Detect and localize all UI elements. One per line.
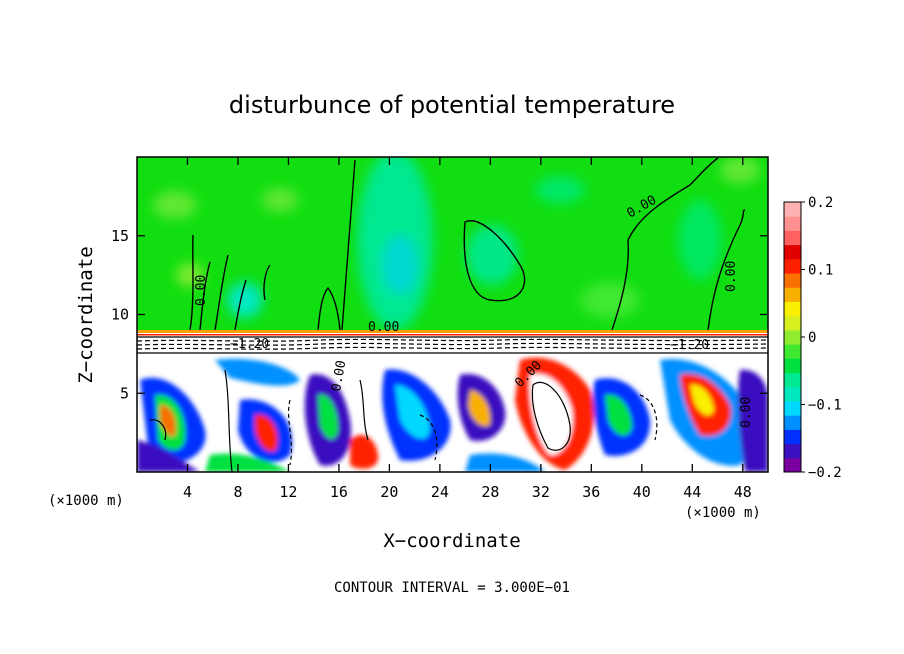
x-tick-label: 44 bbox=[683, 483, 701, 501]
contour-label: −1.20 bbox=[670, 338, 709, 353]
plot-area bbox=[137, 150, 768, 472]
colorbar-segment bbox=[784, 287, 801, 302]
x-tick-label: 8 bbox=[233, 483, 242, 501]
colorbar-segment bbox=[784, 202, 801, 217]
colorbar-segment bbox=[784, 401, 801, 416]
x-tick-label: 16 bbox=[330, 483, 348, 501]
contour-label: 0.00 bbox=[724, 261, 739, 292]
y-tick-label: 5 bbox=[120, 384, 129, 402]
colorbar-tick-label: −0.2 bbox=[808, 465, 842, 481]
x-tick-label: 24 bbox=[431, 483, 449, 501]
colorbar-segment bbox=[784, 259, 801, 274]
colorbar-segment bbox=[784, 358, 801, 373]
x-tick-label: 48 bbox=[734, 483, 752, 501]
band-top-edge-red bbox=[137, 334, 768, 336]
colorbar-segment bbox=[784, 429, 801, 444]
colorbar-segment bbox=[784, 230, 801, 245]
colorbar-segment bbox=[784, 216, 801, 231]
x-tick-label: 4 bbox=[183, 483, 192, 501]
y-axis-label: Z−coordinate bbox=[75, 246, 97, 383]
colorbar-segment bbox=[784, 387, 801, 402]
chart-title: disturbunce of potential temperature bbox=[229, 91, 675, 119]
colorbar-segment bbox=[784, 316, 801, 331]
x-axis-label: X−coordinate bbox=[383, 530, 520, 552]
colorbar-tick-label: 0 bbox=[808, 330, 816, 346]
x-tick-label: 28 bbox=[481, 483, 499, 501]
colorbar-segment bbox=[784, 344, 801, 359]
contour-label: 0.00 bbox=[368, 320, 399, 335]
contour-label: 0.00 bbox=[194, 275, 209, 306]
colorbar-segment bbox=[784, 444, 801, 459]
x-tick-label: 12 bbox=[279, 483, 297, 501]
contour-label: 0.00 bbox=[739, 397, 754, 428]
x-unit-left: (×1000 m) bbox=[48, 493, 124, 509]
colorbar-segment bbox=[784, 415, 801, 430]
x-unit-right: (×1000 m) bbox=[685, 505, 761, 521]
colorbar-tick-label: 0.1 bbox=[808, 263, 833, 279]
contour-interval-note: CONTOUR INTERVAL = 3.000E−01 bbox=[334, 580, 570, 596]
y-tick-label: 10 bbox=[111, 306, 129, 324]
band-top-edge bbox=[137, 330, 768, 333]
colorbar-tick-label: −0.1 bbox=[808, 398, 842, 414]
colorbar-segment bbox=[784, 273, 801, 288]
x-tick-label: 32 bbox=[532, 483, 550, 501]
colorbar-segment bbox=[784, 245, 801, 260]
colorbar-segment bbox=[784, 330, 801, 345]
chart-figure: disturbunce of potential temperature bbox=[0, 0, 904, 654]
colorbar-ticks: 0.2 0.1 0 −0.1 −0.2 bbox=[801, 195, 842, 481]
x-tick-label: 40 bbox=[633, 483, 651, 501]
colorbar-segment bbox=[784, 458, 801, 473]
colorbar-segment bbox=[784, 301, 801, 316]
x-tick-label: 36 bbox=[582, 483, 600, 501]
colorbar-segment bbox=[784, 373, 801, 388]
colorbar bbox=[784, 202, 801, 473]
y-tick-label: 15 bbox=[111, 227, 129, 245]
colorbar-tick-label: 0.2 bbox=[808, 195, 833, 211]
contour-label: −1.20 bbox=[230, 337, 269, 352]
x-tick-label: 20 bbox=[380, 483, 398, 501]
